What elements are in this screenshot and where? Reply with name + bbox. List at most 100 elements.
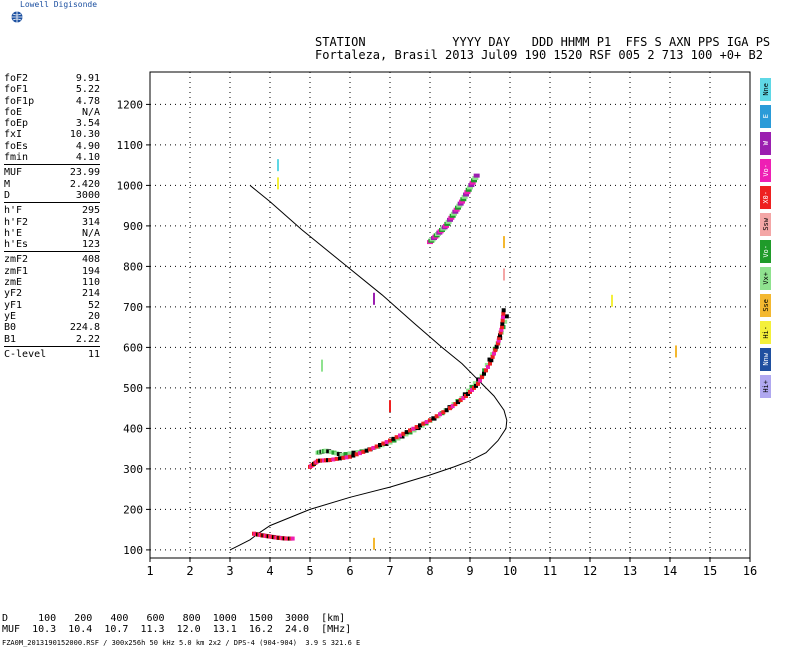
y-tick-label: 1000: [117, 179, 144, 192]
spread-f-mark: [445, 219, 452, 224]
ordinary-trace-mark: [401, 431, 406, 436]
y-tick-label: 200: [123, 503, 143, 516]
ordinary-trace-mark: [493, 348, 498, 353]
x-tick-label: 13: [623, 564, 637, 578]
param-row: foF2 9.91: [4, 73, 100, 84]
legend-label: Vx+: [761, 272, 770, 285]
param-row: MUF 23.99: [4, 167, 100, 178]
param-label: D: [4, 189, 11, 201]
y-tick-label: 1100: [117, 139, 144, 152]
param-row: yE 20: [4, 311, 100, 322]
ordinary-trace-mark: [498, 333, 502, 338]
x-tick-label: 5: [306, 564, 313, 578]
param-label: foEp: [4, 118, 29, 130]
param-label: M: [4, 178, 11, 190]
param-row: fmin 4.10: [4, 152, 100, 163]
param-value: 110: [81, 277, 100, 289]
ordinary-trace-mark: [344, 455, 349, 460]
ordinary-trace-mark: [458, 398, 463, 403]
param-separator: [4, 251, 100, 253]
ordinary-trace-mark: [411, 426, 416, 431]
legend-item: Vx+: [760, 267, 771, 290]
param-row: zmF1 194: [4, 266, 100, 277]
ordinary-trace-mark: [378, 443, 382, 448]
ordinary-trace-mark: [428, 418, 432, 423]
ordinary-trace-mark: [414, 425, 419, 430]
spread-f-mark: [443, 223, 449, 228]
ordinary-trace-mark: [484, 368, 488, 373]
ordinary-trace-mark: [338, 456, 342, 461]
sporadic-echo-mark: [277, 159, 279, 172]
ordinary-trace-mark: [501, 315, 505, 320]
param-row: foEs 4.90: [4, 141, 100, 152]
param-label: foF1: [4, 84, 29, 96]
spread-f-mark: [471, 178, 477, 183]
spread-f-mark: [452, 209, 459, 214]
x-tick-label: 12: [583, 564, 597, 578]
ordinary-trace-mark: [348, 454, 352, 459]
spread-f-mark: [451, 211, 457, 216]
spread-f-mark: [457, 201, 464, 206]
ordinary-trace-mark: [490, 354, 495, 359]
legend-label: Hi-: [761, 326, 770, 339]
spread-f-mark: [456, 203, 463, 208]
param-value: 52: [87, 299, 100, 311]
x-tick-label: 1: [146, 564, 153, 578]
param-label: h'F: [4, 205, 23, 217]
ordinary-trace-mark: [486, 364, 490, 369]
param-value: 295: [81, 205, 100, 217]
ordinary-trace-mark: [498, 330, 503, 335]
ordinary-trace-mark: [441, 410, 446, 415]
param-label: yF2: [4, 288, 23, 300]
legend-item: Hi+: [760, 375, 771, 398]
spread-f-mark: [464, 190, 471, 195]
param-label: fmin: [4, 152, 29, 164]
legend-item: Nnw: [760, 348, 771, 371]
param-value: N/A: [81, 227, 100, 239]
ordinary-trace-mark: [358, 451, 362, 456]
ordinary-trace-mark: [500, 318, 505, 323]
x-tick-label: 11: [543, 564, 557, 578]
spread-f-mark: [461, 194, 468, 199]
ordinary-trace-mark: [290, 536, 295, 541]
polarization-legend: Nne E W Vo- X0- Ssw Vo- Vx+ Sse Hi- Nnw Hi+: [760, 78, 771, 402]
ordinary-trace-mark: [450, 404, 455, 409]
sporadic-echo-mark: [321, 359, 323, 372]
y-tick-label: 800: [123, 260, 143, 273]
param-value: 2.420: [69, 178, 100, 190]
ordinary-trace-mark: [438, 412, 442, 417]
param-row: M 2.420: [4, 179, 100, 190]
ordinary-trace-mark: [408, 428, 412, 433]
legend-label: Vo-: [761, 245, 770, 258]
legend-item: Vo-: [760, 240, 771, 263]
ordinary-trace-mark: [474, 383, 478, 388]
spread-f-mark: [469, 180, 476, 185]
ordinary-trace-mark: [480, 375, 484, 380]
spread-f-mark: [465, 187, 472, 192]
spread-f-mark: [449, 213, 456, 218]
param-label: B0: [4, 322, 17, 334]
param-value: 10.30: [69, 129, 100, 141]
param-row: h'E N/A: [4, 228, 100, 239]
x-tick-label: 2: [186, 564, 193, 578]
legend-label: Hi+: [761, 380, 770, 393]
x-tick-label: 8: [426, 564, 433, 578]
param-label: foF1p: [4, 95, 35, 107]
file-footer: FZA0M_2013190152000.RSF / 300x256h 50 kH…: [2, 639, 361, 647]
ordinary-trace-mark: [472, 385, 476, 390]
extraordinary-trace-mark: [347, 451, 353, 456]
extraordinary-trace-mark: [339, 452, 345, 457]
param-label: yE: [4, 310, 17, 322]
lowell-logo: [4, 1, 124, 25]
param-value: 123: [81, 239, 100, 251]
legend-item: Ssw: [760, 213, 771, 236]
ordinary-trace-mark: [488, 361, 492, 366]
param-row: foF1p 4.78: [4, 96, 100, 107]
ordinary-trace-mark: [434, 414, 439, 419]
param-row: B0 224.8: [4, 322, 100, 333]
param-row: zmF2 408: [4, 254, 100, 265]
ordinary-trace-mark: [331, 457, 336, 462]
ordinary-trace-mark: [361, 449, 366, 454]
ordinary-trace-mark: [334, 456, 339, 461]
